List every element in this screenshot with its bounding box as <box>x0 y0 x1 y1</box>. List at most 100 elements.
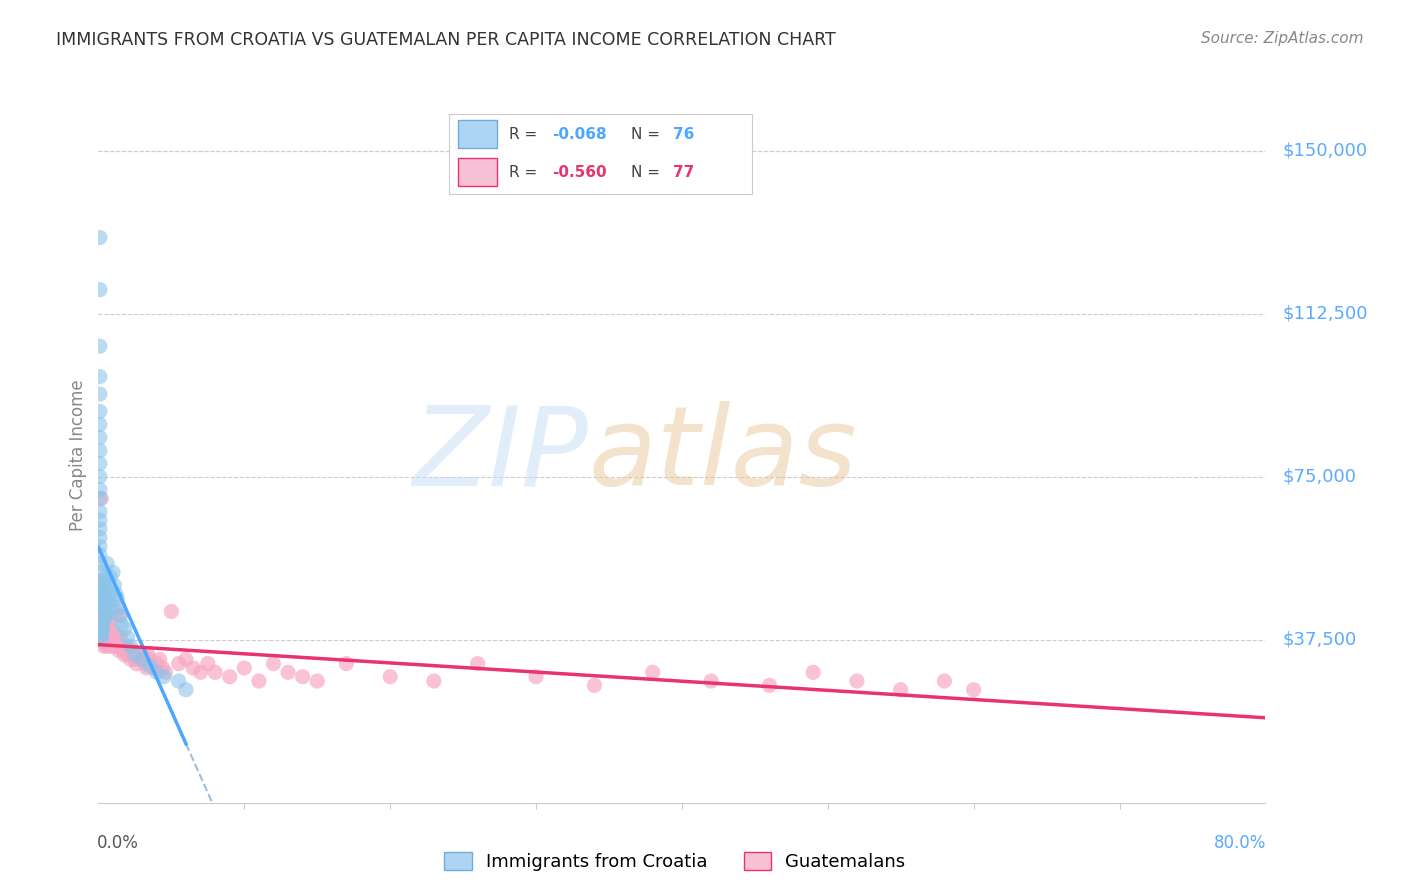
Point <box>104 605 127 619</box>
Point <box>127 648 149 662</box>
Point <box>94 608 117 623</box>
Point <box>160 605 183 619</box>
Text: atlas: atlas <box>589 401 858 508</box>
Point <box>90 628 112 642</box>
Point <box>89 283 111 297</box>
Point <box>277 665 299 680</box>
Point <box>89 578 111 592</box>
Point <box>97 631 120 645</box>
Point <box>89 513 111 527</box>
Point <box>89 443 111 458</box>
Point <box>100 639 122 653</box>
Point <box>98 635 121 649</box>
Text: ZIP: ZIP <box>413 401 589 508</box>
Point <box>90 631 112 645</box>
Point <box>167 657 190 671</box>
Point <box>89 596 111 610</box>
Point <box>93 574 115 588</box>
Point <box>801 665 824 680</box>
Point <box>100 600 122 615</box>
Point <box>90 622 112 636</box>
Point <box>91 635 114 649</box>
Point <box>101 635 124 649</box>
Point <box>94 582 117 597</box>
Point <box>89 600 111 615</box>
Point <box>174 682 197 697</box>
Point <box>93 639 115 653</box>
Point <box>124 652 146 666</box>
Point <box>97 596 120 610</box>
Point <box>90 615 112 630</box>
Point <box>115 639 138 653</box>
Point <box>98 613 121 627</box>
Point <box>378 670 402 684</box>
Point <box>93 600 115 615</box>
Point <box>91 605 114 619</box>
Point <box>146 665 169 680</box>
Point <box>89 491 111 506</box>
Point <box>122 648 145 662</box>
Point <box>218 670 240 684</box>
Point <box>120 652 142 666</box>
Point <box>101 631 124 645</box>
Point <box>117 631 139 645</box>
Point <box>89 591 111 606</box>
Point <box>105 591 128 606</box>
Point <box>96 578 118 592</box>
Point <box>110 608 132 623</box>
Point <box>89 566 111 580</box>
Text: 80.0%: 80.0% <box>1215 834 1267 852</box>
Point <box>108 643 131 657</box>
Point <box>94 596 117 610</box>
Point <box>131 648 153 662</box>
Point <box>467 657 489 671</box>
Point <box>89 504 111 518</box>
Point <box>91 613 114 627</box>
Point <box>190 665 212 680</box>
Point <box>94 570 117 584</box>
Point <box>89 483 111 497</box>
Point <box>93 605 115 619</box>
Point <box>117 643 139 657</box>
Point <box>291 670 314 684</box>
Point <box>128 652 150 666</box>
Text: IMMIGRANTS FROM CROATIA VS GUATEMALAN PER CAPITA INCOME CORRELATION CHART: IMMIGRANTS FROM CROATIA VS GUATEMALAN PE… <box>56 31 837 49</box>
Point <box>100 622 122 636</box>
Point <box>89 587 111 601</box>
Point <box>335 657 357 671</box>
Point <box>89 469 111 483</box>
Point <box>152 661 174 675</box>
Point <box>181 661 204 675</box>
Point <box>89 605 111 619</box>
Point <box>90 617 112 632</box>
Point <box>93 608 115 623</box>
Point <box>90 491 112 506</box>
Point <box>108 600 131 615</box>
Point <box>125 657 148 671</box>
Text: $150,000: $150,000 <box>1282 142 1368 160</box>
Point <box>89 531 111 545</box>
Point <box>89 457 111 471</box>
Point <box>93 587 115 601</box>
Y-axis label: Per Capita Income: Per Capita Income <box>69 379 87 531</box>
Point <box>90 626 112 640</box>
Point <box>104 587 127 601</box>
Point <box>149 652 172 666</box>
Point <box>167 674 190 689</box>
Point <box>104 631 127 645</box>
Point <box>89 339 111 353</box>
Text: Source: ZipAtlas.com: Source: ZipAtlas.com <box>1201 31 1364 46</box>
Text: $112,500: $112,500 <box>1282 304 1368 323</box>
Point <box>120 639 142 653</box>
Point <box>110 608 132 623</box>
Point <box>112 643 135 657</box>
Point <box>247 674 270 689</box>
Point <box>174 652 197 666</box>
Point <box>90 624 112 638</box>
Point <box>934 674 956 689</box>
Point <box>962 682 984 697</box>
Point <box>89 557 111 571</box>
Point <box>89 369 111 384</box>
Text: $37,500: $37,500 <box>1282 631 1357 648</box>
Point <box>118 648 141 662</box>
